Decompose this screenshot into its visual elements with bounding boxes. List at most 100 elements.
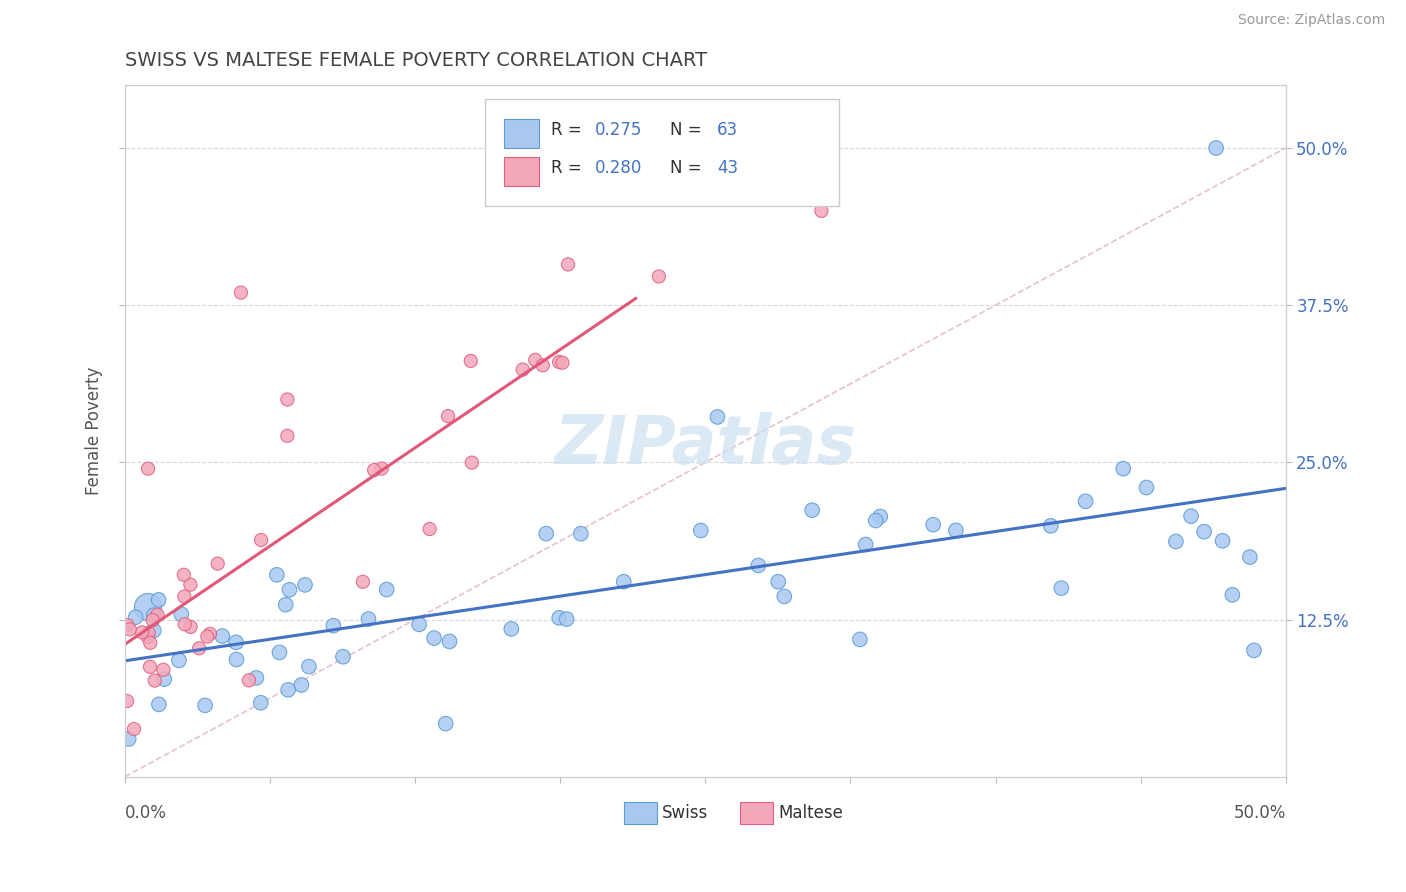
Point bbox=[855, 537, 877, 551]
Point bbox=[747, 558, 769, 573]
Point bbox=[142, 608, 165, 623]
Point bbox=[555, 612, 578, 626]
Point bbox=[569, 526, 592, 541]
Point bbox=[801, 503, 824, 517]
Point bbox=[375, 582, 398, 597]
Point bbox=[1192, 524, 1215, 539]
Point bbox=[332, 649, 354, 664]
Point bbox=[1243, 643, 1265, 657]
Point bbox=[534, 526, 557, 541]
Text: 63: 63 bbox=[717, 121, 738, 139]
Point bbox=[613, 574, 636, 589]
Point bbox=[194, 698, 217, 713]
Point bbox=[276, 392, 298, 407]
Point bbox=[461, 456, 484, 470]
Bar bbox=[505, 119, 540, 148]
Text: SWISS VS MALTESE FEMALE POVERTY CORRELATION CHART: SWISS VS MALTESE FEMALE POVERTY CORRELAT… bbox=[125, 51, 707, 70]
Point bbox=[225, 652, 247, 666]
Point bbox=[551, 356, 574, 370]
Point bbox=[298, 659, 321, 673]
Point bbox=[115, 694, 138, 708]
Point bbox=[557, 257, 579, 271]
Point bbox=[180, 620, 202, 634]
Point bbox=[290, 678, 312, 692]
Text: R =: R = bbox=[551, 121, 586, 139]
Point bbox=[689, 524, 711, 538]
Point bbox=[117, 618, 139, 632]
Point bbox=[322, 618, 344, 632]
Text: ZIPatlas: ZIPatlas bbox=[554, 412, 856, 478]
Point bbox=[419, 522, 441, 536]
Point bbox=[195, 630, 218, 644]
Text: 0.0%: 0.0% bbox=[125, 805, 167, 822]
Point bbox=[810, 203, 832, 218]
Point bbox=[1222, 588, 1244, 602]
Point bbox=[1239, 550, 1261, 565]
Point bbox=[146, 607, 169, 622]
Point bbox=[211, 629, 233, 643]
Point bbox=[249, 696, 271, 710]
Point bbox=[139, 636, 162, 650]
Point bbox=[148, 698, 170, 712]
Y-axis label: Female Poverty: Female Poverty bbox=[86, 367, 103, 495]
Point bbox=[434, 716, 457, 731]
Point bbox=[648, 269, 671, 284]
Point bbox=[869, 509, 891, 524]
Bar bbox=[740, 802, 773, 824]
Point bbox=[1112, 461, 1135, 475]
Point bbox=[198, 627, 221, 641]
Point bbox=[548, 611, 571, 625]
Point bbox=[1212, 533, 1234, 548]
Point bbox=[548, 355, 571, 369]
Point bbox=[124, 610, 146, 624]
Text: N =: N = bbox=[671, 159, 707, 178]
Point bbox=[245, 671, 267, 685]
Text: 43: 43 bbox=[717, 159, 738, 178]
Point bbox=[1164, 534, 1187, 549]
Point bbox=[266, 567, 288, 582]
Point bbox=[865, 514, 887, 528]
Point bbox=[152, 663, 174, 677]
Point bbox=[225, 635, 247, 649]
Point bbox=[1135, 481, 1157, 495]
Point bbox=[153, 672, 176, 686]
Point bbox=[238, 673, 260, 688]
FancyBboxPatch shape bbox=[485, 99, 839, 206]
Point bbox=[408, 617, 430, 632]
Point bbox=[773, 590, 796, 604]
Point bbox=[1039, 519, 1062, 533]
Point bbox=[269, 645, 291, 659]
Text: Swiss: Swiss bbox=[662, 804, 709, 822]
Point bbox=[173, 590, 195, 604]
Point bbox=[294, 578, 316, 592]
Text: 0.280: 0.280 bbox=[595, 159, 643, 178]
Point bbox=[437, 409, 460, 423]
Point bbox=[363, 463, 385, 477]
Point bbox=[706, 409, 728, 424]
Point bbox=[136, 600, 159, 615]
Point bbox=[531, 359, 554, 373]
Point bbox=[138, 625, 160, 640]
Point bbox=[131, 625, 153, 640]
Point bbox=[370, 461, 392, 475]
Point bbox=[170, 607, 193, 622]
Point bbox=[1050, 581, 1073, 595]
Text: R =: R = bbox=[551, 159, 586, 178]
Point bbox=[173, 567, 195, 582]
Point bbox=[849, 632, 872, 647]
Point bbox=[460, 354, 482, 368]
Point bbox=[173, 617, 195, 632]
Point bbox=[250, 533, 273, 547]
Point bbox=[122, 722, 145, 736]
Point bbox=[139, 660, 162, 674]
Point bbox=[768, 574, 790, 589]
Point bbox=[439, 634, 461, 648]
Bar bbox=[505, 157, 540, 186]
Point bbox=[136, 630, 159, 644]
Point bbox=[352, 574, 374, 589]
Bar bbox=[624, 802, 657, 824]
Point bbox=[276, 429, 298, 443]
Point bbox=[167, 653, 190, 667]
Text: Source: ZipAtlas.com: Source: ZipAtlas.com bbox=[1237, 13, 1385, 28]
Point bbox=[423, 631, 446, 645]
